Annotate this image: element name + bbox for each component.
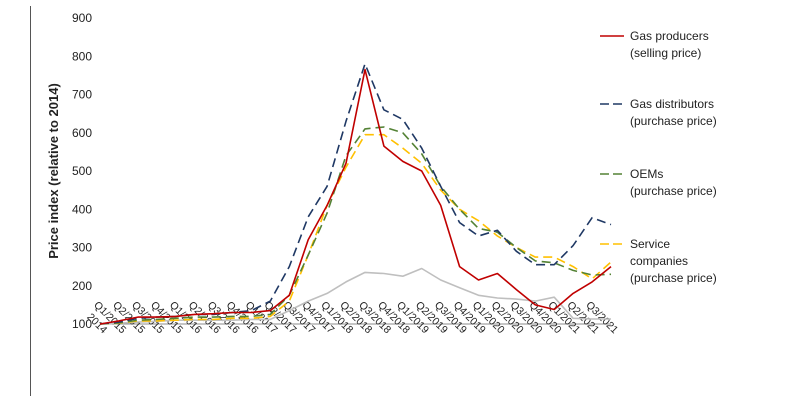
plot-lines bbox=[99, 63, 612, 325]
x-axis: 2014Q1/2015Q2/2015Q3/2015Q4/2015Q1/2016Q… bbox=[84, 299, 620, 336]
y-axis: 100 200 300 400 500 600 700 800 900 bbox=[72, 11, 92, 331]
legend-label: Service bbox=[630, 237, 670, 251]
frame-divider-line bbox=[30, 6, 31, 396]
legend: Gas producers (selling price) Gas distribu… bbox=[600, 29, 717, 285]
y-tick-label: 500 bbox=[72, 164, 92, 178]
y-tick-label: 400 bbox=[72, 202, 92, 216]
y-tick-label: 200 bbox=[72, 279, 92, 293]
y-tick-label: 700 bbox=[72, 88, 92, 102]
legend-label: OEMs bbox=[630, 167, 663, 181]
y-axis-label: Price index (relative to 2014) bbox=[46, 83, 61, 259]
series-line-3 bbox=[99, 126, 612, 325]
legend-label: Gas distributors bbox=[630, 97, 714, 111]
y-tick-label: 900 bbox=[72, 11, 92, 25]
legend-label: (selling price) bbox=[630, 46, 701, 60]
legend-label: (purchase price) bbox=[630, 271, 717, 285]
series-line-1 bbox=[99, 68, 612, 325]
y-tick-label: 600 bbox=[72, 126, 92, 140]
legend-label: Gas producers bbox=[630, 29, 709, 43]
legend-label: companies bbox=[630, 254, 688, 268]
y-tick-label: 100 bbox=[72, 317, 92, 331]
y-tick-label: 300 bbox=[72, 241, 92, 255]
legend-label: (purchase price) bbox=[630, 114, 717, 128]
y-tick-label: 800 bbox=[72, 49, 92, 63]
series-line-2 bbox=[99, 63, 612, 325]
legend-label: (purchase price) bbox=[630, 184, 717, 198]
series-line-4 bbox=[99, 133, 612, 325]
